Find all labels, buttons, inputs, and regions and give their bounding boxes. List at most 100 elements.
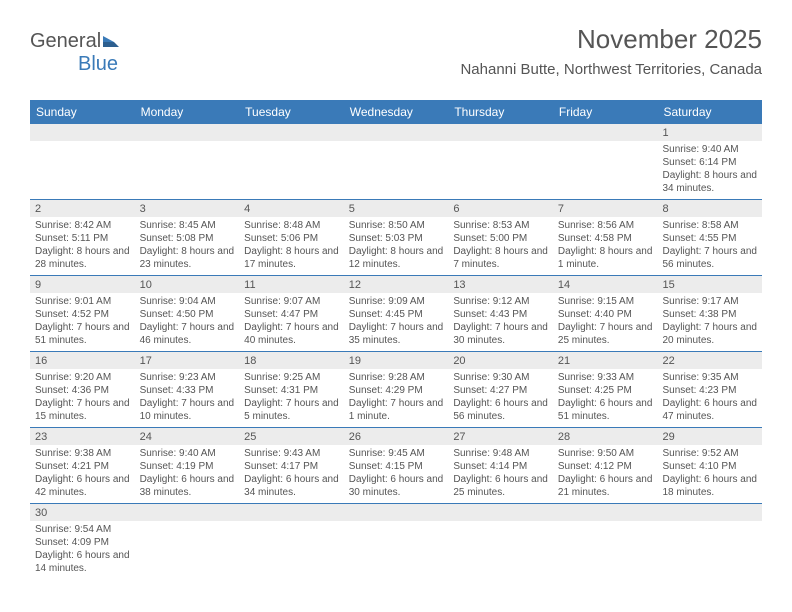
day-number: 3 <box>135 200 240 217</box>
day-number: 9 <box>30 276 135 293</box>
day-cell <box>239 124 344 199</box>
day-number-empty <box>344 124 449 141</box>
day-number: 26 <box>344 428 449 445</box>
calendar-body: 1Sunrise: 9:40 AMSunset: 6:14 PMDaylight… <box>30 124 762 579</box>
day-info: Sunrise: 9:25 AMSunset: 4:31 PMDaylight:… <box>239 369 344 427</box>
day-cell: 2Sunrise: 8:42 AMSunset: 5:11 PMDaylight… <box>30 200 135 275</box>
day-info: Sunrise: 8:42 AMSunset: 5:11 PMDaylight:… <box>30 217 135 275</box>
day-number: 20 <box>448 352 553 369</box>
day-info: Sunrise: 8:48 AMSunset: 5:06 PMDaylight:… <box>239 217 344 275</box>
day-cell: 24Sunrise: 9:40 AMSunset: 4:19 PMDayligh… <box>135 428 240 503</box>
flag-icon <box>101 35 121 49</box>
page-title: November 2025 <box>460 24 762 55</box>
day-header: Thursday <box>448 100 553 124</box>
day-info: Sunrise: 9:01 AMSunset: 4:52 PMDaylight:… <box>30 293 135 351</box>
day-cell: 15Sunrise: 9:17 AMSunset: 4:38 PMDayligh… <box>657 276 762 351</box>
day-number: 30 <box>30 504 135 521</box>
day-number: 12 <box>344 276 449 293</box>
day-info: Sunrise: 9:54 AMSunset: 4:09 PMDaylight:… <box>30 521 135 579</box>
week-row: 16Sunrise: 9:20 AMSunset: 4:36 PMDayligh… <box>30 352 762 428</box>
day-number-empty <box>657 504 762 521</box>
day-number: 16 <box>30 352 135 369</box>
day-number: 25 <box>239 428 344 445</box>
day-number: 14 <box>553 276 658 293</box>
day-number: 1 <box>657 124 762 141</box>
day-header: Friday <box>553 100 658 124</box>
day-cell: 8Sunrise: 8:58 AMSunset: 4:55 PMDaylight… <box>657 200 762 275</box>
day-header-row: SundayMondayTuesdayWednesdayThursdayFrid… <box>30 100 762 124</box>
day-info: Sunrise: 9:07 AMSunset: 4:47 PMDaylight:… <box>239 293 344 351</box>
week-row: 30Sunrise: 9:54 AMSunset: 4:09 PMDayligh… <box>30 504 762 579</box>
day-number: 15 <box>657 276 762 293</box>
day-number: 23 <box>30 428 135 445</box>
day-number: 22 <box>657 352 762 369</box>
day-number-empty <box>135 504 240 521</box>
week-row: 2Sunrise: 8:42 AMSunset: 5:11 PMDaylight… <box>30 200 762 276</box>
day-cell: 18Sunrise: 9:25 AMSunset: 4:31 PMDayligh… <box>239 352 344 427</box>
day-info: Sunrise: 9:17 AMSunset: 4:38 PMDaylight:… <box>657 293 762 351</box>
day-cell: 23Sunrise: 9:38 AMSunset: 4:21 PMDayligh… <box>30 428 135 503</box>
day-number-empty <box>553 504 658 521</box>
day-cell <box>553 504 658 579</box>
day-cell: 21Sunrise: 9:33 AMSunset: 4:25 PMDayligh… <box>553 352 658 427</box>
day-cell: 5Sunrise: 8:50 AMSunset: 5:03 PMDaylight… <box>344 200 449 275</box>
day-info: Sunrise: 9:09 AMSunset: 4:45 PMDaylight:… <box>344 293 449 351</box>
day-cell: 3Sunrise: 8:45 AMSunset: 5:08 PMDaylight… <box>135 200 240 275</box>
logo-text-2: Blue <box>78 53 118 75</box>
day-cell <box>135 124 240 199</box>
day-cell <box>553 124 658 199</box>
day-number: 8 <box>657 200 762 217</box>
day-cell: 16Sunrise: 9:20 AMSunset: 4:36 PMDayligh… <box>30 352 135 427</box>
day-cell: 29Sunrise: 9:52 AMSunset: 4:10 PMDayligh… <box>657 428 762 503</box>
day-cell <box>135 504 240 579</box>
day-number: 4 <box>239 200 344 217</box>
day-info: Sunrise: 9:15 AMSunset: 4:40 PMDaylight:… <box>553 293 658 351</box>
day-number-empty <box>135 124 240 141</box>
day-number: 13 <box>448 276 553 293</box>
day-number-empty <box>239 124 344 141</box>
day-number: 29 <box>657 428 762 445</box>
day-cell: 27Sunrise: 9:48 AMSunset: 4:14 PMDayligh… <box>448 428 553 503</box>
day-cell: 25Sunrise: 9:43 AMSunset: 4:17 PMDayligh… <box>239 428 344 503</box>
day-number: 28 <box>553 428 658 445</box>
day-cell: 4Sunrise: 8:48 AMSunset: 5:06 PMDaylight… <box>239 200 344 275</box>
day-number: 6 <box>448 200 553 217</box>
day-header: Wednesday <box>344 100 449 124</box>
day-info: Sunrise: 9:45 AMSunset: 4:15 PMDaylight:… <box>344 445 449 503</box>
day-number: 24 <box>135 428 240 445</box>
day-number: 5 <box>344 200 449 217</box>
day-number: 11 <box>239 276 344 293</box>
day-info: Sunrise: 9:52 AMSunset: 4:10 PMDaylight:… <box>657 445 762 503</box>
day-cell: 13Sunrise: 9:12 AMSunset: 4:43 PMDayligh… <box>448 276 553 351</box>
day-cell <box>344 124 449 199</box>
day-number: 18 <box>239 352 344 369</box>
calendar: SundayMondayTuesdayWednesdayThursdayFrid… <box>30 100 762 579</box>
week-row: 1Sunrise: 9:40 AMSunset: 6:14 PMDaylight… <box>30 124 762 200</box>
day-number: 27 <box>448 428 553 445</box>
day-cell: 1Sunrise: 9:40 AMSunset: 6:14 PMDaylight… <box>657 124 762 199</box>
day-cell: 10Sunrise: 9:04 AMSunset: 4:50 PMDayligh… <box>135 276 240 351</box>
day-cell <box>448 124 553 199</box>
day-cell: 20Sunrise: 9:30 AMSunset: 4:27 PMDayligh… <box>448 352 553 427</box>
day-number: 21 <box>553 352 658 369</box>
day-info: Sunrise: 9:40 AMSunset: 6:14 PMDaylight:… <box>657 141 762 199</box>
day-cell <box>448 504 553 579</box>
day-info: Sunrise: 9:23 AMSunset: 4:33 PMDaylight:… <box>135 369 240 427</box>
week-row: 23Sunrise: 9:38 AMSunset: 4:21 PMDayligh… <box>30 428 762 504</box>
day-info: Sunrise: 9:28 AMSunset: 4:29 PMDaylight:… <box>344 369 449 427</box>
day-number: 2 <box>30 200 135 217</box>
day-number: 17 <box>135 352 240 369</box>
day-info: Sunrise: 9:33 AMSunset: 4:25 PMDaylight:… <box>553 369 658 427</box>
day-info: Sunrise: 9:04 AMSunset: 4:50 PMDaylight:… <box>135 293 240 351</box>
day-info: Sunrise: 8:56 AMSunset: 4:58 PMDaylight:… <box>553 217 658 275</box>
day-cell: 17Sunrise: 9:23 AMSunset: 4:33 PMDayligh… <box>135 352 240 427</box>
logo: General Blue <box>30 30 121 76</box>
day-info: Sunrise: 8:58 AMSunset: 4:55 PMDaylight:… <box>657 217 762 275</box>
day-cell <box>239 504 344 579</box>
day-cell: 7Sunrise: 8:56 AMSunset: 4:58 PMDaylight… <box>553 200 658 275</box>
day-number: 19 <box>344 352 449 369</box>
day-info: Sunrise: 9:12 AMSunset: 4:43 PMDaylight:… <box>448 293 553 351</box>
day-number-empty <box>344 504 449 521</box>
day-cell: 6Sunrise: 8:53 AMSunset: 5:00 PMDaylight… <box>448 200 553 275</box>
day-number-empty <box>30 124 135 141</box>
